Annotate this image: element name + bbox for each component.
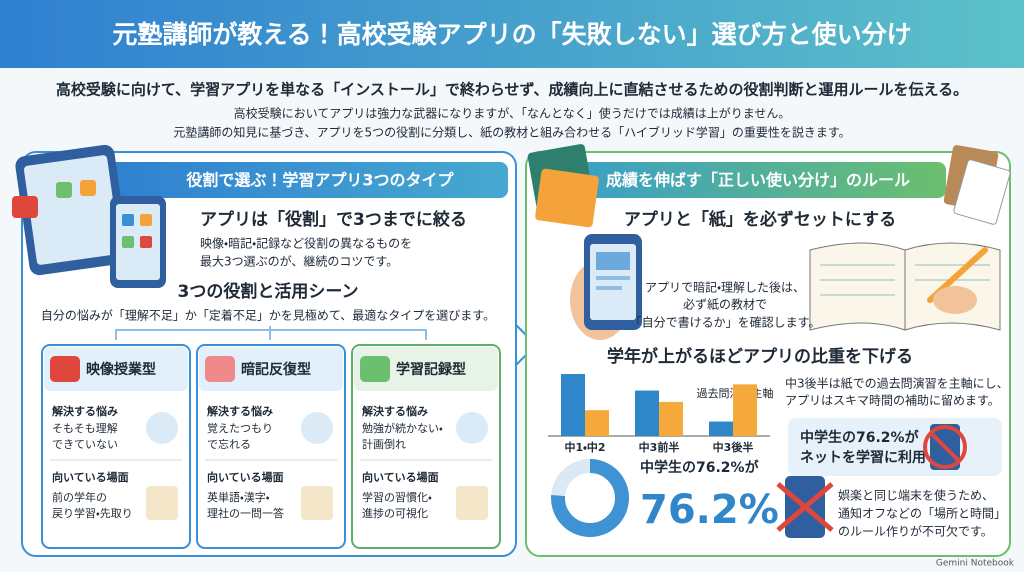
tip-line: 娯楽と同じ端末を使うため、 (838, 488, 994, 503)
scene-line: 英単語・漢字・ (207, 490, 270, 504)
rule2-line: 中3後半は紙での過去問演習を主軸にし、 (785, 376, 1009, 391)
rule1-line: 「自分で書けるか」を確認します。 (630, 315, 821, 330)
charts: 中1・中2 中3前半 中3後半 (548, 374, 770, 537)
card-figure (301, 486, 333, 520)
card-title: 映像授業型 (86, 361, 156, 378)
left-heading: 役割で選ぶ！学習アプリ3つのタイプ (185, 171, 454, 190)
problem-label: 解決する悩み (362, 404, 428, 418)
scene-line: 前の学年の (52, 490, 107, 504)
card-title-band (44, 347, 188, 391)
tablet-illustration (12, 144, 166, 288)
bar (585, 410, 609, 436)
intro-lead: 高校受験に向けて、学習アプリを単なる「インストール」で終わらせず、成績向上に直結… (56, 81, 968, 99)
problem-line: で忘れる (207, 438, 251, 451)
section-title: 3つの役割と活用シーン (178, 281, 359, 302)
bar (561, 374, 585, 436)
card-figure (301, 412, 333, 444)
scene-line: 理社の一問一答 (207, 506, 284, 520)
phone-illustration (570, 234, 642, 340)
bar (659, 401, 683, 436)
intro-line: 元塾講師の知見に基づき、アプリを5つの役割に分類し、紙の教材と組み合わせる「ハイ… (173, 125, 850, 140)
card-title-band (354, 347, 498, 391)
tip-line: のルール作りが不可欠です。 (838, 524, 993, 539)
x-tick-label: 中3前半 (639, 440, 680, 454)
problem-line: 勉強が続かない・ (362, 421, 443, 435)
point-title: アプリは「役割」で3つまでに絞る (200, 209, 467, 230)
no-phone-icon (776, 424, 967, 538)
card-figure (146, 412, 178, 444)
cards: 映像授業型解決する悩みそもそも理解できていない向いている場面前の学年の戻り学習・… (41, 344, 501, 549)
bar (733, 384, 757, 436)
x-tick-label: 中1・中2 (564, 440, 605, 454)
card-icon (50, 356, 80, 382)
scene-line: 進捗の可視化 (362, 506, 428, 520)
rule2-line: アプリはスキマ時間の補助に留めます。 (785, 394, 1000, 408)
rule1-line: 必ず紙の教材で (683, 297, 767, 312)
card-figure (456, 486, 488, 520)
book-illustration (527, 144, 1011, 228)
rule1-title: アプリと「紙」を必ずセットにする (624, 209, 896, 230)
scene-line: 学習の習慣化・ (362, 490, 432, 504)
problem-line: 覚えたつもり (207, 422, 273, 435)
donut-value-label: 76.2% (640, 487, 779, 533)
problem-line: できていない (52, 438, 118, 451)
notebook-illustration (809, 242, 1001, 331)
intro-line: 高校受験においてアプリは強力な武器になりますが、「なんとなく」使うだけでは成績は… (234, 106, 791, 121)
card-figure (146, 486, 178, 520)
card-icon (205, 356, 235, 382)
problem-label: 解決する悩み (207, 404, 273, 418)
right-heading: 成績を伸ばす「正しい使い分け」のルール (606, 171, 910, 190)
point-line: 最大3つ選ぶのが、継続のコツです。 (200, 254, 398, 269)
rule1-line: アプリで暗記・理解した後は、 (645, 281, 805, 295)
connector (115, 326, 427, 340)
rule2-title: 学年が上がるほどアプリの比重を下げる (607, 346, 913, 367)
page-title: 元塾講師が教える！高校受験アプリの「失敗しない」選び方と使い分け (112, 20, 911, 49)
right-heading-band (570, 162, 946, 198)
stat-box (788, 418, 1002, 476)
card-icon (360, 356, 390, 382)
card-title: 暗記反復型 (241, 361, 311, 378)
bar (635, 390, 659, 436)
card-title-band (199, 347, 343, 391)
section-desc: 自分の悩みが「理解不足」か「定着不足」かを見極めて、最適なタイプを選びます。 (41, 308, 495, 323)
problem-label: 解決する悩み (52, 404, 118, 418)
card-title: 学習記録型 (396, 361, 466, 378)
left-heading-band (100, 162, 508, 198)
header-band (0, 0, 1024, 68)
scene-label: 向いている場面 (207, 470, 284, 484)
stat-box-line: ネットを学習に利用 (800, 449, 926, 466)
stat-box-line: 中学生の76.2%が (800, 429, 920, 446)
scene-label: 向いている場面 (52, 470, 129, 484)
scene-line: 戻り学習・先取り (52, 506, 133, 520)
footer-brand: Gemini Notebook (936, 559, 1015, 569)
problem-line: 計画倒れ (362, 437, 406, 451)
tip-line: 通知オフなどの「場所と時間」 (838, 507, 1006, 521)
card-figure (456, 412, 488, 444)
x-tick-label: 中3後半 (713, 440, 754, 454)
bar (709, 421, 733, 436)
point-line: 映像・暗記・記録など役割の異なるものを (200, 236, 412, 251)
scene-label: 向いている場面 (362, 470, 439, 484)
donut-segment (551, 459, 629, 537)
donut-title: 中学生の76.2%が (640, 459, 760, 476)
problem-line: そもそも理解 (52, 421, 118, 435)
